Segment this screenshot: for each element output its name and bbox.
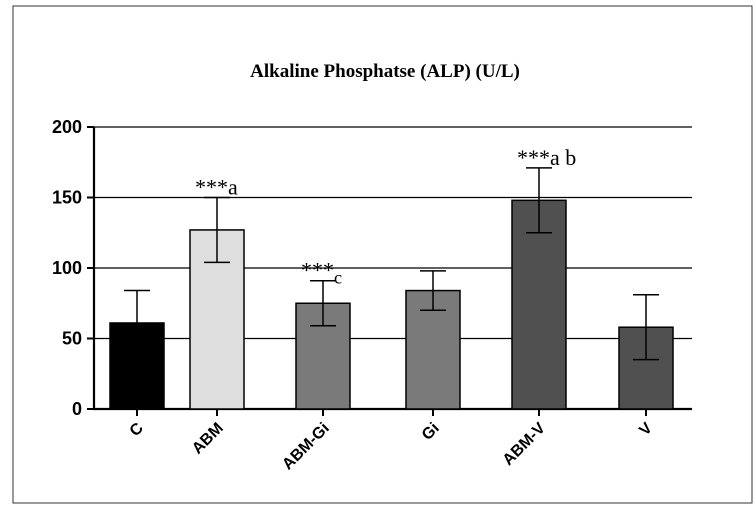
x-tick-label: C xyxy=(127,419,148,440)
y-tick-label: 50 xyxy=(62,329,82,349)
significance-annotation: ***c xyxy=(301,258,342,288)
x-tick-label: ABM-V xyxy=(500,420,549,469)
annotation-stars: *** xyxy=(301,258,334,283)
bar-abm-gi xyxy=(295,302,351,410)
x-tick-label: ABM-Gi xyxy=(279,420,332,473)
y-tick-label: 150 xyxy=(52,188,82,208)
y-tick-label: 100 xyxy=(52,258,82,278)
gridlines xyxy=(94,126,692,340)
annotation-letters: c xyxy=(334,268,342,288)
annotation-letters: a b xyxy=(550,145,576,170)
axes xyxy=(87,126,692,416)
bar-gi xyxy=(405,289,461,410)
x-tick-label: Gi xyxy=(419,420,443,444)
annotation-letters: a xyxy=(228,175,238,200)
x-tick-label: V xyxy=(636,420,656,440)
y-tick-label: 200 xyxy=(52,117,82,137)
annotation-stars: *** xyxy=(195,175,228,200)
annotation-stars: *** xyxy=(517,145,550,170)
x-tick-label: ABM xyxy=(189,420,227,458)
chart-title: Alkaline Phosphatse (ALP) (U/L) xyxy=(250,61,520,82)
significance-annotation: ***a b xyxy=(517,145,576,170)
y-tick-label: 0 xyxy=(72,399,82,419)
significance-annotation: ***a xyxy=(195,175,238,200)
bars xyxy=(109,167,674,410)
bar-abm-v xyxy=(511,199,567,410)
chart-frame xyxy=(12,5,753,504)
